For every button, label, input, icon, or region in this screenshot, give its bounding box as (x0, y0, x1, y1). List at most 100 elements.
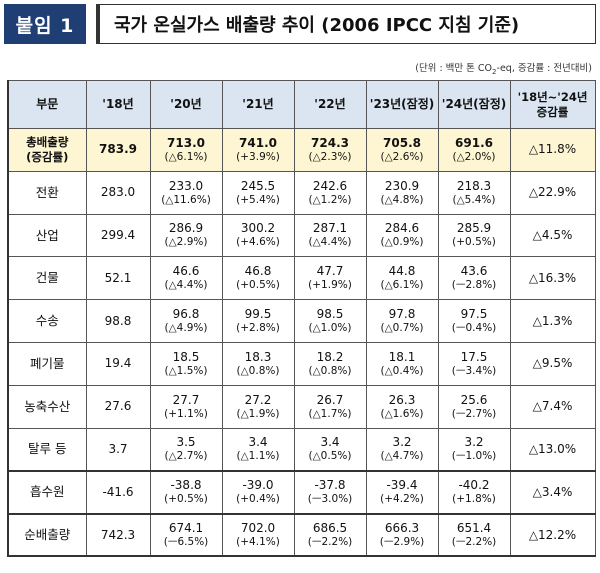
cell-2020: 233.0 (△11.6%) (149, 170, 223, 215)
cell-rate: △13.0% (509, 427, 596, 472)
cell-value: 666.3 (384, 521, 420, 535)
cell-2022: -37.8 (ㅡ3.0%) (293, 469, 367, 515)
cell-2018: 3.7 (85, 427, 151, 472)
table-row-fugitive: 탈루 등 3.7 3.5 (△2.7%) 3.4 (△1.1%) 3.4 (△0.5%) 3.2… (7, 427, 596, 472)
cell-2024: 17.5 (ㅡ3.4%) (437, 341, 511, 386)
cell-value: 705.8 (383, 135, 421, 150)
cell-change: (+5.4%) (236, 193, 280, 206)
cell-value: 97.8 (388, 307, 416, 322)
cell-change: (+3.9%) (236, 150, 280, 163)
cell-2020: 3.5 (△2.7%) (149, 427, 223, 472)
cell-2018: 742.3 (85, 512, 151, 558)
cell-value: -37.8 (314, 478, 346, 493)
column-header-sector: 부문 (7, 80, 87, 129)
cell-value: 285.9 (456, 221, 492, 236)
unit-note: (단위 : 백만 톤 CO2-eq, 증감률 : 전년대비) (415, 60, 592, 76)
table-row-industry: 산업 299.4 286.9 (△2.9%) 300.2 (+4.6%) 287.1 (△4.… (7, 213, 596, 258)
cell-2020: 18.5 (△1.5%) (149, 341, 223, 386)
cell-2023: 18.1 (△0.4%) (365, 341, 439, 386)
cell-change: (△1.5%) (164, 364, 208, 377)
row-label-text: 폐기물 (29, 356, 65, 372)
cell-value: -40.2 (458, 478, 490, 493)
cell-value: 3.2 (392, 435, 412, 450)
cell-2021: 3.4 (△1.1%) (221, 427, 295, 472)
cell-change: (△1.2%) (308, 193, 352, 206)
cell-value: 44.8 (388, 264, 416, 279)
cell-2020: 286.9 (△2.9%) (149, 213, 223, 258)
cell-change: (ㅡ2.2%) (307, 536, 353, 548)
cell-rate: △4.5% (509, 213, 596, 258)
cell-2020: 46.6 (△4.4%) (149, 256, 223, 301)
cell-value: 26.3 (388, 392, 416, 407)
row-label-text: 건물 (35, 270, 59, 286)
cell-change: (△2.9%) (164, 236, 208, 249)
cell-value: 674.1 (168, 521, 204, 535)
cell-value: 26.7 (316, 392, 344, 407)
row-label: 농축수산 (7, 384, 87, 429)
cell-2022: 26.7 (△1.7%) (293, 384, 367, 429)
column-header-2020: '20년 (149, 80, 223, 129)
cell-2023: 284.6 (△0.9%) (365, 213, 439, 258)
cell-change: (△6.1%) (164, 150, 208, 163)
row-label: 폐기물 (7, 341, 87, 386)
cell-2022: 3.4 (△0.5%) (293, 427, 367, 472)
cell-rate: △22.9% (509, 170, 596, 215)
cell-2022: 686.5 (ㅡ2.2%) (293, 512, 367, 558)
cell-change: (△1.9%) (236, 407, 280, 420)
row-label-text: 총배출량 (26, 134, 69, 149)
table-row-agriculture: 농축수산 27.6 27.7 (+1.1%) 27.2 (△1.9%) 26.7 (△1.7%… (7, 384, 596, 429)
cell-value: 284.6 (384, 221, 420, 236)
cell-rate: △1.3% (509, 299, 596, 343)
cell-2018: 98.8 (85, 299, 151, 343)
cell-value: 3.4 (248, 435, 268, 450)
cell-2018: 283.0 (85, 170, 151, 215)
cell-change: (△4.7%) (380, 450, 424, 463)
cell-change: (△0.7%) (380, 322, 424, 335)
table-row-power: 전환 283.0 233.0 (△11.6%) 245.5 (+5.4%) 242.6 (△1… (7, 170, 596, 215)
cell-change: (ㅡ2.7%) (451, 407, 497, 420)
cell-value: 17.5 (460, 349, 488, 364)
cell-2020: 674.1 (ㅡ6.5%) (149, 512, 223, 558)
cell-value: 27.2 (244, 392, 272, 407)
cell-2023: 705.8 (△2.6%) (365, 128, 439, 172)
cell-value: 18.5 (172, 349, 200, 364)
cell-change: (+0.5%) (164, 493, 208, 506)
cell-2018: 783.9 (85, 128, 151, 172)
page-header: 붙임 1 국가 온실가스 배출량 추이 (2006 IPCC 지침 기준) (4, 4, 596, 44)
row-label-text: 탈루 등 (28, 441, 67, 457)
cell-change: (△1.1%) (236, 450, 280, 463)
cell-2024: -40.2 (+1.8%) (437, 469, 511, 515)
cell-2022: 98.5 (△1.0%) (293, 299, 367, 343)
column-header-2023: '23년(잠정) (365, 80, 439, 129)
cell-change: (ㅡ2.9%) (379, 536, 425, 548)
column-header-2018: '18년 (85, 80, 151, 129)
cell-value: 98.5 (316, 307, 344, 322)
cell-value: 3.4 (320, 435, 340, 450)
cell-value: 18.1 (388, 349, 416, 364)
cell-change: (ㅡ2.2%) (451, 536, 497, 548)
cell-change: (△0.5%) (308, 450, 352, 463)
cell-value: 686.5 (312, 521, 348, 535)
row-label: 탈루 등 (7, 427, 87, 472)
row-label: 총배출량 (증감률) (7, 128, 87, 172)
cell-2020: -38.8 (+0.5%) (149, 469, 223, 515)
cell-value: 242.6 (312, 178, 348, 193)
cell-value: -38.8 (170, 478, 202, 493)
cell-change: (+1.1%) (164, 407, 208, 420)
column-header-2024: '24년(잠정) (437, 80, 511, 129)
cell-2024: 43.6 (ㅡ2.8%) (437, 256, 511, 301)
cell-2023: 97.8 (△0.7%) (365, 299, 439, 343)
cell-value: 96.8 (172, 307, 200, 322)
cell-value: 18.2 (316, 349, 344, 364)
cell-change: (ㅡ3.4%) (451, 364, 497, 377)
appendix-badge: 붙임 1 (4, 4, 86, 44)
cell-value: 741.0 (239, 135, 277, 150)
cell-2021: 99.5 (+2.8%) (221, 299, 295, 343)
cell-change: (+0.4%) (236, 493, 280, 506)
cell-2021: 702.0 (+4.1%) (221, 512, 295, 558)
cell-value: 233.0 (168, 178, 204, 193)
table-row-sink: 흡수원 -41.6 -38.8 (+0.5%) -39.0 (+0.4%) -37.8 (ㅡ3… (7, 469, 596, 515)
cell-2024: 218.3 (△5.4%) (437, 170, 511, 215)
table-row-total: 총배출량 (증감률) 783.9 713.0 (△6.1%) 741.0 (+3.9%) 72… (7, 128, 596, 172)
cell-change: (ㅡ6.5%) (163, 536, 209, 548)
